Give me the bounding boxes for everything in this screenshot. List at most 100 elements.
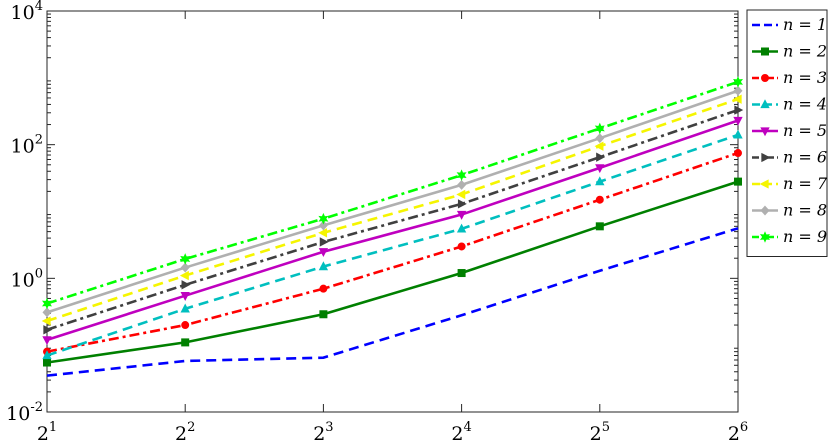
- data-point: [734, 177, 742, 186]
- data-point: [42, 336, 52, 346]
- legend-item: n = 7: [752, 174, 828, 193]
- series-2: [43, 177, 742, 367]
- y-tick-label: 100: [11, 266, 43, 291]
- data-point: [318, 228, 328, 238]
- x-tick-label: 26: [728, 420, 748, 445]
- legend-item: n = 3: [752, 68, 827, 87]
- data-point: [319, 284, 328, 293]
- data-point: [456, 210, 467, 220]
- data-point: [760, 205, 770, 216]
- data-point: [761, 74, 769, 82]
- series-5: [42, 116, 743, 346]
- data-point: [42, 307, 52, 318]
- legend-item: n = 1: [752, 15, 827, 34]
- y-tick-label: 102: [11, 133, 43, 158]
- legend-item: n = 9: [752, 227, 827, 246]
- data-point: [42, 350, 52, 360]
- legend-label: n = 8: [783, 201, 827, 220]
- data-point: [319, 237, 329, 247]
- series-6: [43, 105, 744, 335]
- data-point: [594, 141, 604, 151]
- data-point: [318, 248, 329, 258]
- data-point: [319, 310, 328, 319]
- data-point: [181, 321, 190, 330]
- series-3: [43, 149, 742, 356]
- data-point: [761, 152, 771, 163]
- x-tick-label: 21: [37, 420, 57, 445]
- data-point: [734, 105, 744, 115]
- legend-item: n = 5: [752, 121, 827, 140]
- legend-item: n = 4: [752, 95, 827, 114]
- data-point: [734, 149, 742, 158]
- data-point: [759, 231, 771, 243]
- legend-label: n = 9: [783, 227, 827, 246]
- x-tick-label: 22: [175, 420, 195, 445]
- y-tick-label: 10-2: [6, 400, 43, 425]
- legend-label: n = 1: [783, 15, 827, 34]
- data-point: [761, 47, 769, 56]
- data-point: [457, 179, 467, 190]
- legend-item: n = 6: [752, 148, 827, 167]
- series-line: [46, 180, 739, 364]
- series-line: [46, 227, 739, 377]
- series-7: [41, 94, 742, 326]
- data-point: [41, 316, 51, 326]
- x-tick-label: 25: [590, 420, 610, 445]
- y-tick-label: 104: [11, 0, 43, 24]
- x-tick-label: 24: [451, 420, 471, 445]
- series-line: [46, 133, 739, 357]
- series-line: [46, 119, 739, 342]
- legend-label: n = 3: [783, 68, 827, 87]
- x-axis: 21 22 23 24 25 26: [37, 11, 748, 445]
- series-line: [46, 89, 739, 314]
- data-point: [733, 116, 743, 126]
- data-point: [595, 164, 605, 174]
- data-point: [733, 85, 743, 96]
- data-point: [41, 297, 53, 310]
- data-point: [457, 269, 466, 278]
- y-axis: 10-2 100 102 104: [6, 0, 738, 425]
- data-point: [43, 358, 51, 367]
- data-point: [595, 176, 605, 186]
- data-point: [318, 220, 328, 231]
- data-point: [181, 338, 190, 347]
- data-point: [43, 325, 53, 335]
- data-point: [181, 280, 191, 290]
- data-point: [180, 303, 190, 313]
- data-point: [760, 99, 770, 109]
- series-line: [46, 80, 739, 305]
- data-point: [594, 122, 605, 135]
- series-4: [42, 129, 743, 360]
- data-point: [457, 242, 466, 251]
- legend-label: n = 4: [783, 95, 827, 114]
- data-point: [732, 94, 742, 104]
- data-point: [180, 253, 191, 265]
- legend-label: n = 5: [783, 121, 827, 140]
- data-point: [595, 222, 604, 231]
- data-point: [180, 262, 190, 273]
- data-point: [595, 195, 604, 204]
- series-line: [46, 97, 739, 323]
- data-point: [180, 292, 190, 301]
- legend: n = 1 n = 2 n = 3 n = 4 n = 5 n = 6 n = 7 n = 8…: [746, 9, 828, 257]
- data-point: [596, 152, 606, 162]
- data-point: [179, 270, 189, 281]
- data-point: [733, 129, 743, 139]
- series-line: [46, 108, 739, 331]
- data-point: [760, 127, 770, 137]
- series-8: [42, 85, 743, 318]
- data-point: [457, 199, 467, 209]
- series-9: [41, 76, 744, 310]
- x-tick-label: 23: [313, 420, 333, 445]
- series-1: [46, 227, 739, 377]
- legend-label: n = 2: [783, 42, 827, 61]
- data-point: [595, 133, 605, 144]
- legend-label: n = 6: [783, 148, 827, 167]
- data-point: [732, 76, 744, 88]
- data-point: [456, 169, 467, 181]
- legend-label: n = 7: [783, 174, 828, 193]
- legend-item: n = 8: [752, 201, 827, 220]
- data-point: [456, 223, 467, 233]
- series-layer: [41, 76, 744, 377]
